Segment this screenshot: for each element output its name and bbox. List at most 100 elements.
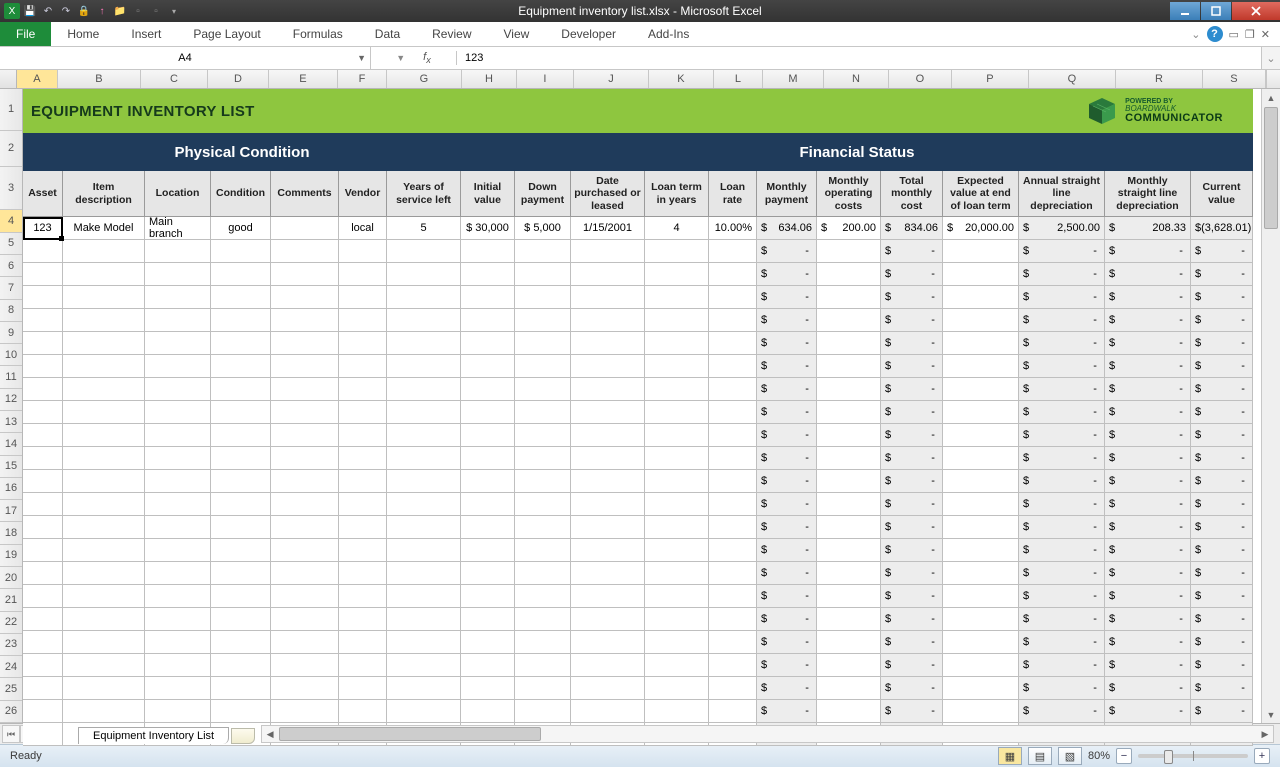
cell[interactable] (387, 378, 461, 401)
row-header[interactable]: 7 (0, 277, 22, 299)
arrow-up-icon[interactable]: ↑ (94, 3, 110, 19)
cell[interactable] (63, 700, 145, 723)
cell[interactable]: $- (1019, 562, 1105, 585)
col-header-J[interactable]: J (574, 70, 649, 88)
formula-input[interactable]: 123 (457, 52, 491, 64)
folder-icon[interactable]: 📁 (112, 3, 128, 19)
ribbon-tab-review[interactable]: Review (416, 22, 487, 46)
cell[interactable] (145, 585, 211, 608)
col-header-O[interactable]: O (889, 70, 952, 88)
cell[interactable] (709, 516, 757, 539)
cell[interactable] (571, 332, 645, 355)
cell[interactable] (211, 562, 271, 585)
cell[interactable] (387, 516, 461, 539)
cell[interactable] (515, 493, 571, 516)
cell[interactable] (571, 516, 645, 539)
cell[interactable] (817, 516, 881, 539)
cell[interactable]: $- (1019, 700, 1105, 723)
cell[interactable] (571, 309, 645, 332)
cell[interactable] (63, 470, 145, 493)
cell[interactable] (461, 493, 515, 516)
cell[interactable] (145, 631, 211, 654)
window-min-icon[interactable]: ▭ (1229, 28, 1239, 41)
cell[interactable]: $- (881, 447, 943, 470)
ribbon-tab-insert[interactable]: Insert (115, 22, 177, 46)
maximize-button[interactable] (1201, 2, 1231, 20)
cell[interactable] (571, 401, 645, 424)
cell[interactable]: $- (881, 286, 943, 309)
cell[interactable] (23, 401, 63, 424)
cell[interactable] (63, 608, 145, 631)
cell[interactable] (515, 447, 571, 470)
cell[interactable]: $834.06 (881, 217, 943, 240)
cell[interactable] (63, 516, 145, 539)
cell[interactable] (271, 608, 339, 631)
cell[interactable]: $- (1019, 539, 1105, 562)
cell[interactable]: $- (1191, 585, 1253, 608)
cell[interactable]: $- (1105, 263, 1191, 286)
cell[interactable] (943, 263, 1019, 286)
cell[interactable] (817, 562, 881, 585)
cell[interactable]: $- (1191, 401, 1253, 424)
cell[interactable]: $- (1019, 378, 1105, 401)
cell[interactable] (271, 562, 339, 585)
cell[interactable] (271, 447, 339, 470)
cell[interactable] (145, 493, 211, 516)
cell[interactable]: $- (881, 654, 943, 677)
cell[interactable] (271, 286, 339, 309)
cell[interactable] (63, 355, 145, 378)
zoom-slider[interactable] (1138, 754, 1248, 758)
cell[interactable] (145, 286, 211, 309)
save-icon[interactable]: 💾 (22, 3, 38, 19)
cell[interactable]: $- (757, 585, 817, 608)
cell[interactable] (515, 355, 571, 378)
cell[interactable] (63, 378, 145, 401)
cell[interactable] (339, 539, 387, 562)
cell[interactable] (271, 470, 339, 493)
cell[interactable] (63, 286, 145, 309)
redo-icon[interactable]: ↷ (58, 3, 74, 19)
cell[interactable] (339, 493, 387, 516)
cell[interactable]: $- (1191, 424, 1253, 447)
cell[interactable]: $- (1019, 631, 1105, 654)
cell[interactable]: $- (757, 493, 817, 516)
cell[interactable] (461, 516, 515, 539)
cell[interactable] (145, 263, 211, 286)
cell[interactable]: $- (1105, 631, 1191, 654)
cell[interactable] (23, 378, 63, 401)
col-header-G[interactable]: G (387, 70, 462, 88)
cell[interactable]: $- (1191, 562, 1253, 585)
cell[interactable] (271, 516, 339, 539)
cell[interactable]: $- (1019, 654, 1105, 677)
cell[interactable] (211, 608, 271, 631)
cell[interactable] (339, 677, 387, 700)
cell[interactable] (571, 585, 645, 608)
cell[interactable]: $2,500.00 (1019, 217, 1105, 240)
row-header[interactable]: 17 (0, 500, 22, 522)
scroll-right-icon[interactable]: ▶ (1257, 726, 1273, 742)
cell[interactable]: $- (881, 378, 943, 401)
row-header[interactable]: 6 (0, 255, 22, 277)
cell[interactable] (145, 378, 211, 401)
cell[interactable] (817, 470, 881, 493)
row-header[interactable]: 18 (0, 522, 22, 544)
cell[interactable] (387, 309, 461, 332)
cell[interactable] (709, 401, 757, 424)
cell[interactable] (271, 700, 339, 723)
cell[interactable] (461, 562, 515, 585)
cell[interactable]: $- (757, 447, 817, 470)
cell[interactable] (339, 424, 387, 447)
cell[interactable] (387, 608, 461, 631)
cell[interactable]: local (339, 217, 387, 240)
row-header[interactable]: 22 (0, 612, 22, 634)
cell[interactable] (63, 631, 145, 654)
cell[interactable]: $- (1019, 286, 1105, 309)
cell[interactable]: $- (1105, 470, 1191, 493)
cell[interactable] (645, 700, 709, 723)
cell[interactable] (23, 723, 63, 746)
cell[interactable] (515, 677, 571, 700)
cell[interactable] (23, 424, 63, 447)
cell[interactable]: $- (1105, 585, 1191, 608)
cell[interactable] (645, 424, 709, 447)
cell[interactable] (817, 608, 881, 631)
